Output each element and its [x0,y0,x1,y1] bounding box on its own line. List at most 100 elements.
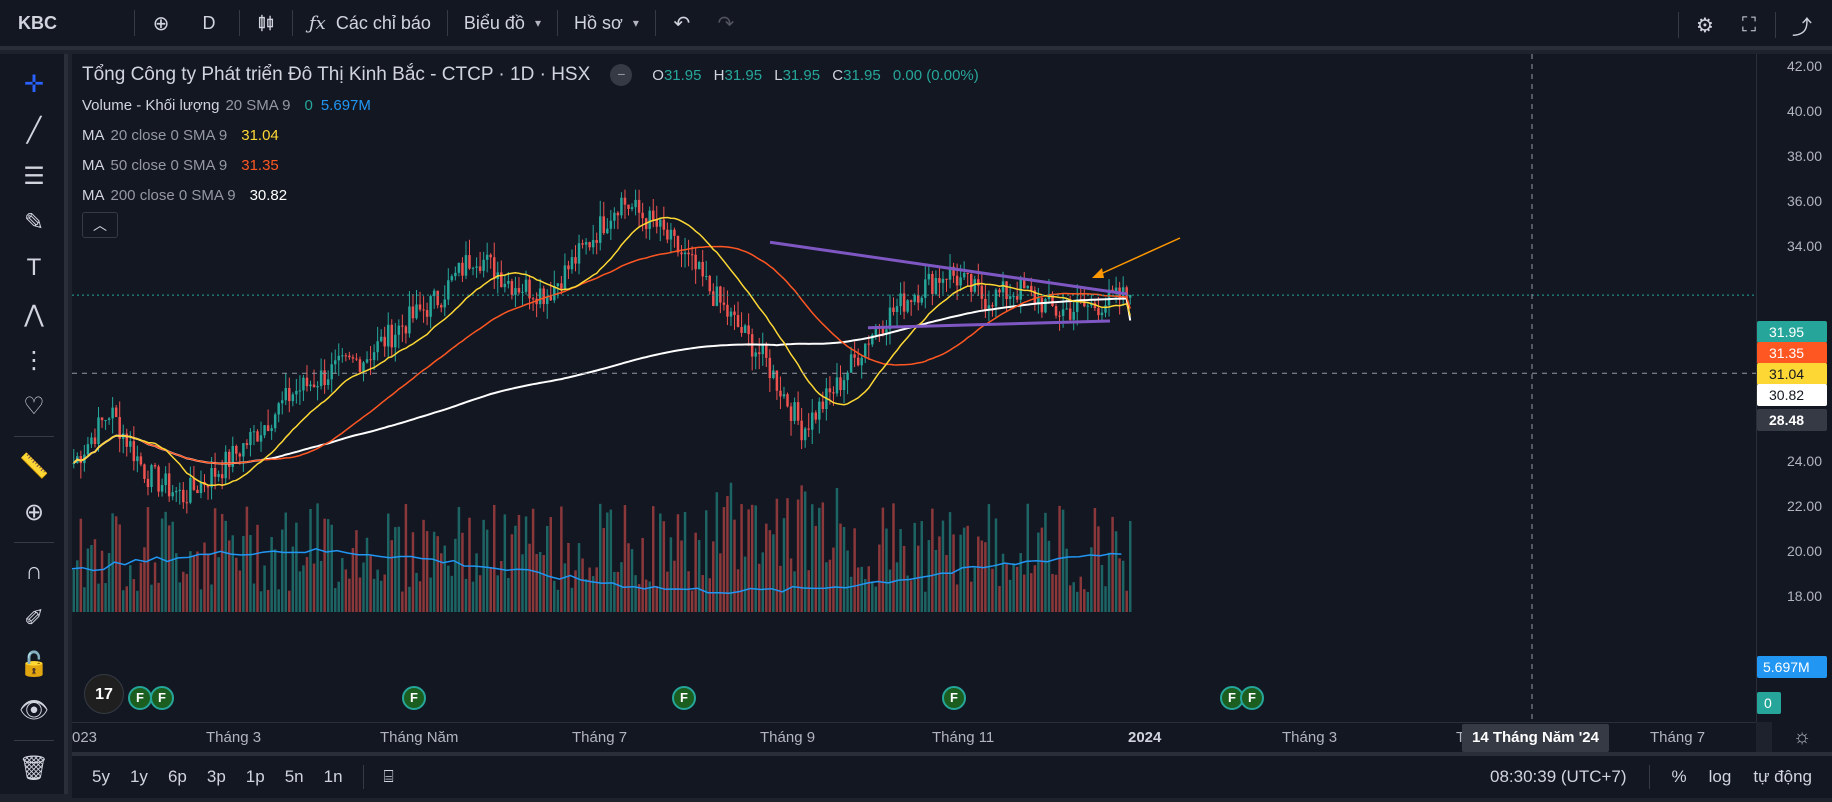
candle-body [690,254,694,256]
brush-tool-icon[interactable]: ✎ [23,208,45,236]
heart-icon[interactable]: ♡ [23,392,45,420]
lock-drawing-icon[interactable]: ✐ [23,604,45,632]
range-1d-button[interactable]: 1n [323,767,343,786]
candle-body [666,229,669,240]
percent-scale-button[interactable]: % [1671,767,1687,786]
volume-bar [991,568,994,612]
indicators-button[interactable]: ƒx Các chỉ báo [297,3,443,43]
candle-body [397,325,401,335]
earnings-badge[interactable]: F [942,686,966,710]
volume-bar [150,584,153,612]
candle-body [697,262,701,270]
axis-settings-button[interactable]: ☼ [1772,722,1832,752]
chart-type-button[interactable] [244,3,288,43]
profile-menu-button[interactable]: Hồ sơ ▾ [562,3,651,43]
candle-body [998,289,1001,293]
range-1y-button[interactable]: 1y [129,767,148,786]
earnings-badge[interactable]: F [672,686,696,710]
earnings-badge[interactable]: F [150,686,174,710]
date-range-button[interactable]: ⌸ [384,767,394,787]
symbol-title[interactable]: Tổng Công ty Phát triển Đô Thị Kinh Bắc … [82,64,591,85]
range-6m-button[interactable]: 6p [167,767,187,786]
unlock-icon[interactable]: 🔓 [19,650,49,678]
text-tool-icon[interactable]: T [26,254,42,281]
volume-bar [1118,558,1121,612]
candle-body [966,272,969,274]
legend-ma50-row[interactable]: MA 50 close 0 SMA 9 31.35 [82,156,279,174]
candle-body [913,295,916,302]
volume-bar [93,539,97,612]
volume-bar [708,578,712,612]
volume-bar [206,553,210,612]
candle-body [72,463,76,465]
volume-bar [1075,591,1079,612]
volume-bar [510,534,514,612]
time-axis[interactable]: 023 Tháng 3 Tháng Năm Tháng 7 Tháng 9 Th… [72,722,1756,752]
fullscreen-button[interactable]: ⛶ [1727,5,1771,45]
volume-bar [333,588,337,612]
legend-volume-row[interactable]: Volume - Khối lượng 20 SMA 9 0 5.697M [82,96,371,114]
chart-menu-button[interactable]: Biểu đồ ▾ [452,3,553,43]
share-button[interactable]: ⤴ [1780,5,1824,45]
symbol-search-button[interactable]: KBC [0,3,130,43]
chart-menu-label: Biểu đồ [463,12,525,33]
candle-body [902,293,906,312]
candle-body [107,418,111,420]
prediction-tool-icon[interactable]: ⋮ [22,346,46,374]
candle-body [157,466,160,492]
pattern-tool-icon[interactable]: ⋀ [24,300,44,328]
candle-body [620,197,623,216]
candle-body [316,386,319,388]
settings-button[interactable]: ⚙ [1683,5,1727,45]
log-scale-button[interactable]: log [1708,767,1732,786]
zoom-in-icon[interactable]: ⊕ [23,498,45,526]
magnet-icon[interactable]: ∩ [25,558,43,585]
price-chart[interactable] [72,54,1756,722]
candle-body [1114,287,1118,294]
toolbar-divider [362,765,364,789]
candle-body [199,481,203,494]
range-3m-button[interactable]: 3p [206,767,226,786]
candle-body [295,390,298,395]
volume-bar [376,569,379,612]
legend-ma200-row[interactable]: MA 200 close 0 SMA 9 30.82 [82,186,288,204]
tradingview-logo[interactable]: 17 [84,674,124,714]
undo-button[interactable]: ↶ [660,3,704,43]
ma50-line [73,245,1131,465]
range-1m-button[interactable]: 1p [245,767,265,786]
minus-icon[interactable]: − [610,64,633,86]
earnings-badge[interactable]: F [1240,686,1264,710]
candle-body [733,311,736,316]
volume-bar [754,505,757,612]
crosshair-tool-icon[interactable]: ✛ [23,70,45,98]
range-5d-button[interactable]: 5n [284,767,304,786]
auto-scale-button[interactable]: tự động [1753,767,1812,786]
interval-button[interactable]: D [183,3,235,43]
fib-tool-icon[interactable]: ☰ [23,162,45,190]
toolbar-divider [556,10,558,36]
candle-body [464,255,468,276]
earnings-badge[interactable]: F [402,686,426,710]
range-5y-button[interactable]: 5y [92,767,110,786]
time-label: Tháng 3 [206,729,262,746]
eye-icon[interactable]: 👁 [18,696,50,724]
legend-collapse-button[interactable]: ︿ [82,212,118,238]
volume-bar [796,499,800,612]
redo-button[interactable]: ↷ [704,3,748,43]
trash-icon[interactable]: 🗑 [18,754,50,782]
compare-symbol-button[interactable]: ⊕ [139,3,183,43]
clock-display[interactable]: 08:30:39 (UTC+7) [1489,767,1627,786]
volume-bar [199,589,203,612]
redo-icon: ↷ [717,12,735,35]
volume-bar [401,591,404,612]
volume-bar [280,529,284,612]
price-axis[interactable]: 42.0040.0038.0036.0034.0028.0026.0024.00… [1756,54,1832,722]
trendline-tool-icon[interactable]: ╱ [26,116,42,144]
candle-body [659,219,662,227]
earnings-badge[interactable]: F [128,686,152,710]
candle-body [630,207,634,209]
candle-body [959,277,962,286]
ruler-icon[interactable]: 📏 [19,452,49,480]
legend-ma20-row[interactable]: MA 20 close 0 SMA 9 31.04 [82,126,279,144]
chart-pane[interactable] [72,54,1756,722]
